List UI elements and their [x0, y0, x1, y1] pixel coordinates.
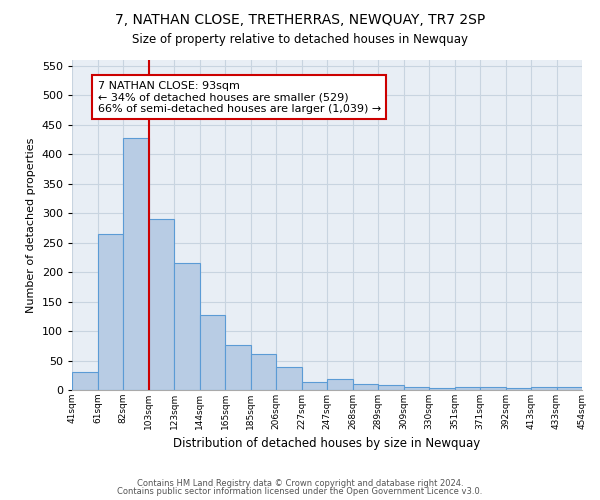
Bar: [531, 387, 557, 390]
Bar: [276, 367, 302, 390]
Bar: [429, 388, 455, 390]
Text: Contains HM Land Registry data © Crown copyright and database right 2024.: Contains HM Land Registry data © Crown c…: [137, 478, 463, 488]
Bar: [505, 388, 531, 390]
Text: Contains public sector information licensed under the Open Government Licence v3: Contains public sector information licen…: [118, 487, 482, 496]
Bar: [72, 372, 97, 390]
Bar: [225, 345, 251, 390]
Text: Size of property relative to detached houses in Newquay: Size of property relative to detached ho…: [132, 32, 468, 46]
Bar: [174, 264, 199, 390]
Bar: [378, 384, 404, 390]
Bar: [123, 138, 149, 390]
Bar: [149, 218, 174, 390]
X-axis label: Distribution of detached houses by size in Newquay: Distribution of detached houses by size …: [173, 438, 481, 450]
Bar: [480, 387, 505, 390]
Y-axis label: Number of detached properties: Number of detached properties: [26, 138, 36, 312]
Bar: [251, 354, 276, 390]
Text: 7, NATHAN CLOSE, TRETHERRAS, NEWQUAY, TR7 2SP: 7, NATHAN CLOSE, TRETHERRAS, NEWQUAY, TR…: [115, 12, 485, 26]
Bar: [302, 382, 327, 390]
Bar: [97, 234, 123, 390]
Bar: [557, 387, 582, 390]
Bar: [353, 384, 378, 390]
Text: 7 NATHAN CLOSE: 93sqm
← 34% of detached houses are smaller (529)
66% of semi-det: 7 NATHAN CLOSE: 93sqm ← 34% of detached …: [97, 80, 381, 114]
Bar: [327, 380, 353, 390]
Bar: [455, 387, 480, 390]
Bar: [404, 387, 429, 390]
Bar: [199, 314, 225, 390]
